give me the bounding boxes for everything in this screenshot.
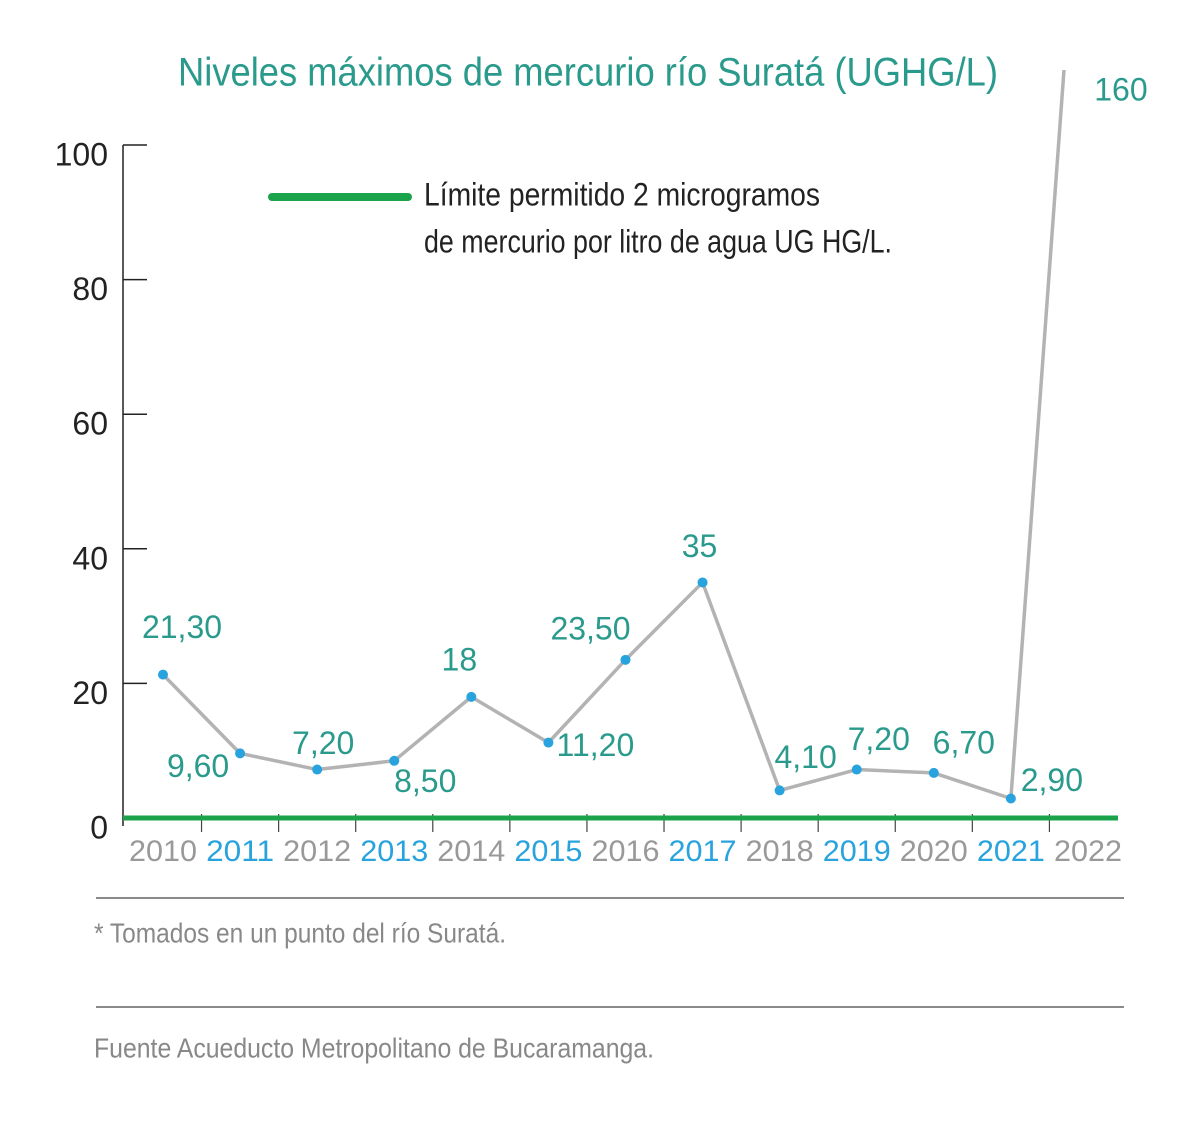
data-point [312, 764, 323, 775]
y-tick-label: 60 [72, 406, 108, 442]
plot-area [158, 70, 1066, 804]
data-point [774, 785, 785, 796]
data-label: 18 [442, 641, 478, 677]
data-point [158, 669, 168, 680]
x-tick-label: 2017 [669, 835, 737, 868]
data-label: 21,30 [142, 609, 222, 645]
data-point [928, 767, 939, 778]
data-point [389, 755, 400, 766]
x-tick-label: 2016 [591, 835, 659, 868]
data-point [466, 691, 477, 702]
data-point [235, 748, 246, 759]
data-label: 7,20 [848, 721, 910, 757]
x-tick-label: 2012 [283, 835, 351, 868]
legend-text: Límite permitido 2 microgramos [424, 176, 820, 212]
x-tick-label: 2018 [746, 835, 814, 868]
y-tick-label: 40 [72, 540, 108, 576]
x-tick-label: 2011 [206, 835, 274, 868]
data-label: 6,70 [933, 724, 995, 760]
data-label: 11,20 [557, 727, 635, 763]
y-tick-label: 80 [72, 271, 108, 307]
data-label: 35 [682, 528, 718, 564]
x-tick-label: 2015 [514, 835, 582, 868]
data-label: 2,90 [1021, 762, 1083, 798]
x-tick-label: 2020 [900, 835, 968, 868]
x-tick-label: 2021 [977, 835, 1045, 868]
x-tick-label: 2013 [360, 835, 428, 868]
data-point [1005, 793, 1016, 804]
x-tick-label: 2019 [823, 835, 891, 868]
y-tick-label: 20 [72, 675, 108, 711]
note: * Tomados en un punto del río Suratá. [94, 917, 506, 948]
data-label: 9,60 [167, 748, 229, 784]
chart-title: Niveles máximos de mercurio río Suratá (… [178, 51, 998, 95]
source: Fuente Acueducto Metropolitano de Bucara… [94, 1032, 654, 1063]
data-line [161, 70, 1066, 801]
data-point [620, 654, 631, 665]
data-label: 7,20 [292, 725, 354, 761]
data-point [543, 737, 554, 748]
data-label: 23,50 [550, 610, 630, 646]
data-label: 8,50 [394, 763, 456, 799]
x-tick-label: 2014 [437, 835, 505, 868]
data-point [851, 764, 862, 775]
data-point [697, 577, 708, 588]
data-label: 160 [1094, 71, 1147, 107]
legend-text: de mercurio por litro de agua UG HG/L. [424, 223, 892, 259]
y-tick-label: 0 [90, 809, 108, 845]
data-label: 4,10 [774, 739, 836, 775]
y-tick-label: 100 [55, 136, 108, 172]
x-tick-label: 2010 [129, 835, 197, 868]
x-tick-label: 2022 [1054, 835, 1122, 868]
